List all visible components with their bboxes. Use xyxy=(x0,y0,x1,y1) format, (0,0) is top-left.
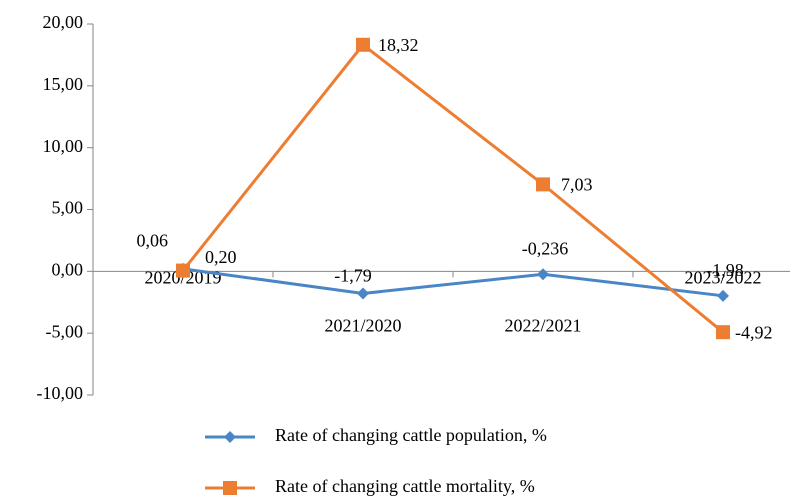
data-label: 7,03 xyxy=(561,175,593,195)
data-label: -1,98 xyxy=(706,260,744,280)
legend-label: Rate of changing cattle mortality, % xyxy=(275,476,535,496)
series-line xyxy=(182,267,724,298)
marker xyxy=(357,287,369,300)
marker xyxy=(716,325,730,340)
data-label: -1,79 xyxy=(334,266,372,286)
y-tick-label: 15,00 xyxy=(43,74,84,94)
y-tick-label: -5,00 xyxy=(46,321,84,341)
y-tick-label: 5,00 xyxy=(52,198,84,218)
series-line xyxy=(181,42,724,334)
x-tick-label: 2023/2022 xyxy=(684,267,761,287)
data-label: 0,06 xyxy=(137,231,169,251)
data-label: -0,236 xyxy=(522,238,569,258)
marker xyxy=(223,481,237,495)
marker xyxy=(717,289,729,302)
data-label: 18,32 xyxy=(378,35,419,55)
data-label: 0,20 xyxy=(205,247,237,267)
y-tick-label: 10,00 xyxy=(43,136,84,156)
y-tick-label: 20,00 xyxy=(43,12,84,32)
marker xyxy=(176,263,190,278)
data-label: -4,92 xyxy=(735,322,773,342)
x-tick-label: 2021/2020 xyxy=(324,315,401,335)
y-tick-label: 0,00 xyxy=(52,259,84,279)
legend-label: Rate of changing cattle population, % xyxy=(275,425,547,445)
marker xyxy=(537,268,549,281)
marker xyxy=(224,431,236,443)
marker xyxy=(536,177,550,192)
y-tick-label: -10,00 xyxy=(37,383,84,403)
marker xyxy=(356,37,370,52)
x-tick-label: 2022/2021 xyxy=(504,315,581,335)
